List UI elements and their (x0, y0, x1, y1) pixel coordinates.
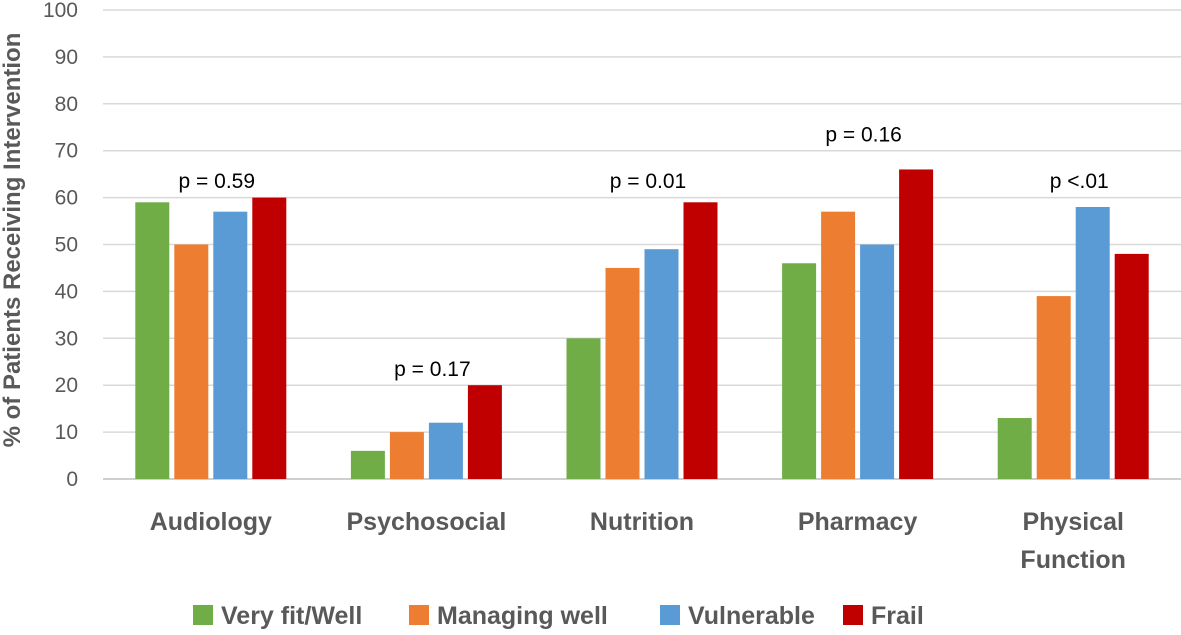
x-category-label: Nutrition (590, 508, 694, 536)
bar-vulnerable-3 (860, 244, 895, 479)
y-tick-label: 50 (55, 234, 78, 257)
bar-managing-well-1 (389, 432, 424, 479)
p-value-label: p = 0.16 (825, 123, 901, 146)
bar-frail-2 (683, 202, 718, 480)
bar-vulnerable-0 (213, 211, 248, 480)
y-tick-label: 40 (55, 280, 78, 303)
bar-very-fit-well-3 (782, 263, 817, 479)
bar-very-fit-well-4 (997, 418, 1032, 479)
bar-managing-well-0 (174, 244, 209, 479)
legend-swatch (660, 605, 680, 625)
bar-frail-4 (1114, 253, 1149, 479)
y-tick-label: 30 (55, 327, 78, 350)
x-category-label: Physical Function (1020, 508, 1126, 574)
p-value-label: p = 0.17 (394, 358, 470, 381)
x-category-label: Pharmacy (798, 508, 918, 536)
y-tick-label: 10 (55, 421, 78, 444)
bar-managing-well-2 (605, 267, 640, 479)
p-value-label: p = 0.59 (179, 170, 255, 193)
bar-very-fit-well-2 (566, 338, 601, 479)
legend: Very fit/Well Managing well Vulnerable Frai… (193, 602, 924, 630)
legend-swatch (843, 605, 863, 625)
legend-swatch (193, 605, 213, 625)
x-axis-categories: Audiology Psychosocial Nutrition Pharmacy Ph… (150, 508, 1126, 574)
bar-frail-1 (467, 385, 502, 479)
legend-label: Managing well (437, 602, 608, 630)
bar-vulnerable-2 (644, 249, 679, 479)
x-category-label: Psychosocial (346, 508, 506, 536)
bar-managing-well-4 (1036, 296, 1071, 479)
bar-managing-well-3 (821, 211, 856, 480)
bar-frail-3 (899, 169, 934, 479)
legend-label: Vulnerable (688, 602, 815, 630)
bar-frail-0 (252, 197, 287, 479)
bar-very-fit-well-1 (350, 450, 385, 479)
y-axis-label: % of Patients Receiving Intervention (0, 33, 26, 448)
x-category-label: Audiology (150, 508, 272, 536)
y-tick-label: 80 (55, 93, 78, 116)
bar-vulnerable-4 (1075, 206, 1110, 480)
y-tick-label: 20 (55, 374, 78, 397)
legend-swatch (409, 605, 429, 625)
y-tick-label: 100 (43, 0, 78, 22)
y-tick-label: 0 (66, 468, 78, 491)
bars (135, 169, 1149, 480)
y-tick-label: 60 (55, 187, 78, 210)
y-tick-label: 70 (55, 140, 78, 163)
p-value-annotations: p = 0.59 p = 0.17 p = 0.01 p = 0.16 p <.01 (179, 123, 1109, 381)
p-value-label: p <.01 (1050, 170, 1109, 193)
legend-label: Very fit/Well (221, 602, 362, 630)
bar-very-fit-well-0 (135, 202, 170, 480)
bar-vulnerable-1 (428, 422, 463, 479)
y-axis-ticks: 0 10 20 30 40 50 60 70 80 90 100 (43, 0, 78, 491)
p-value-label: p = 0.01 (610, 170, 686, 193)
legend-label: Frail (871, 602, 924, 630)
y-tick-label: 90 (55, 46, 78, 69)
